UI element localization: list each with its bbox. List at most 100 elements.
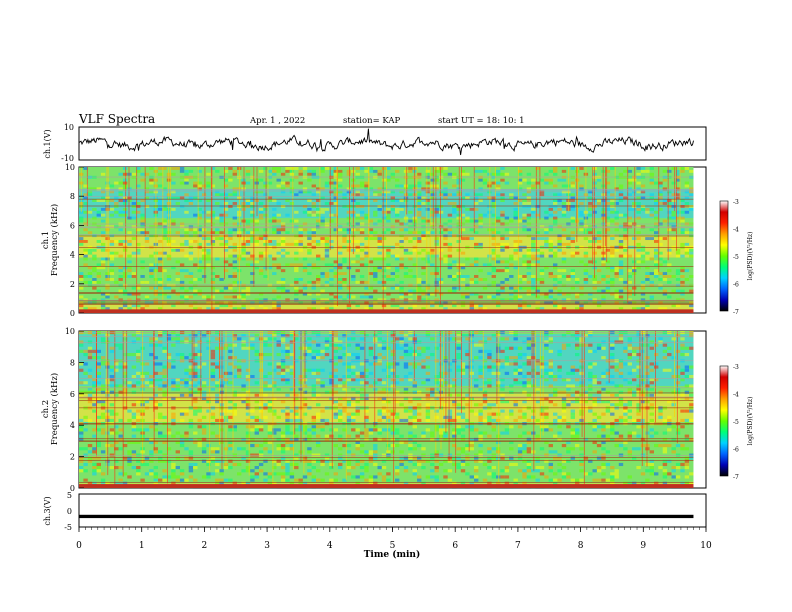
spectrogram-cell <box>294 393 299 397</box>
spectrogram-cell <box>412 390 417 394</box>
spectrogram-cell <box>460 169 466 173</box>
spectrogram-cell <box>158 384 163 388</box>
spectrogram-cell <box>276 340 281 344</box>
spectrogram-cell <box>276 447 281 451</box>
spectrogram-cell <box>474 263 479 267</box>
spectrogram-cell <box>324 343 330 347</box>
spectrogram-cell <box>561 459 567 463</box>
spectrogram-cell <box>289 172 295 176</box>
spectrogram-cell <box>632 266 637 270</box>
spectrogram-cell <box>671 275 676 278</box>
spectrogram-cell <box>618 337 624 341</box>
spectrogram-streak <box>382 167 384 311</box>
spectrogram-cell <box>158 199 163 203</box>
spectrogram-cell <box>618 415 624 419</box>
spectrogram-cell <box>232 283 237 287</box>
spectrogram-cell <box>193 362 198 366</box>
spectrogram-cell <box>92 472 97 476</box>
spectrogram-cell <box>201 184 207 188</box>
spectrogram-cell <box>254 349 259 353</box>
spectrogram-cell <box>245 400 251 404</box>
spectrogram-cell <box>570 254 575 258</box>
spectrogram-cell <box>544 428 549 432</box>
spectrogram-cell <box>496 216 501 220</box>
spectrogram-cell <box>149 178 154 182</box>
spectrogram-cell <box>680 469 685 473</box>
spectrogram-cell <box>482 307 488 311</box>
spectrogram-cell <box>592 425 597 429</box>
spectrogram-cell <box>491 172 496 176</box>
spectrogram-cell <box>575 437 580 441</box>
spectrogram-cell <box>215 469 220 473</box>
spectrogram-cell <box>241 346 246 350</box>
spectrogram-cell <box>557 280 562 284</box>
spectrogram-cell <box>96 187 101 191</box>
spectrogram-cell <box>346 368 352 372</box>
spectrogram-cell <box>667 353 672 357</box>
spectrogram-cell <box>640 337 646 341</box>
spectrogram-cell <box>667 280 672 284</box>
spectrogram-cell <box>395 213 400 217</box>
spectrogram-cell <box>197 307 202 311</box>
spectrogram-cell <box>215 362 220 366</box>
spectrogram-cell <box>474 260 479 264</box>
spectrogram-cell <box>114 447 119 451</box>
spectrogram-cell <box>118 365 123 369</box>
spectrogram-cell <box>364 469 369 473</box>
spectrogram-streak <box>336 167 338 241</box>
spectrogram-cell <box>399 199 404 203</box>
spectrogram-cell <box>136 428 141 432</box>
spectrogram-cell <box>359 216 365 220</box>
spectrogram-cell <box>342 237 347 241</box>
spectrogram-cell <box>557 199 562 203</box>
spectrogram-cell <box>96 356 101 360</box>
spectrogram-cell <box>671 437 676 441</box>
spectrogram-cell <box>627 169 632 173</box>
spectrogram-streak <box>634 167 636 296</box>
spectrogram-cell <box>623 248 628 252</box>
spectrogram-cell <box>588 205 593 208</box>
spectrogram-cell <box>596 289 602 293</box>
spectrogram-cell <box>443 469 448 473</box>
spectrogram-cell <box>522 275 527 278</box>
spectrogram-cell <box>632 447 637 451</box>
spectrogram-cell <box>105 237 110 241</box>
spectrogram-cell <box>166 362 172 366</box>
spectrogram-cell <box>92 434 97 438</box>
spectrogram-cell <box>381 269 387 273</box>
spectrogram-cell <box>158 307 163 311</box>
spectrogram-cell <box>228 283 233 287</box>
spectrogram-cell <box>570 400 575 404</box>
spectrogram-cell <box>500 400 505 404</box>
spectrogram-cell <box>658 237 663 241</box>
spectrogram-cell <box>513 356 518 360</box>
spectrogram-cell <box>127 418 132 423</box>
spectrogram-cell <box>614 292 619 296</box>
spectrogram-cell <box>601 447 606 451</box>
spectrogram-cell <box>140 280 145 284</box>
spectrogram-cell <box>434 169 439 173</box>
spectrogram-cell <box>109 269 115 273</box>
spectrogram-cell <box>539 280 545 284</box>
spectrogram-cell <box>522 213 527 217</box>
spectrogram-cell <box>575 378 580 382</box>
spectrogram-cell <box>443 301 448 305</box>
spectrogram-cell <box>83 210 88 214</box>
spectrogram-carrier-line <box>79 303 694 304</box>
spectrogram-cell <box>548 450 553 454</box>
spectrogram-cell <box>618 190 624 194</box>
spectrogram-cell <box>645 266 650 270</box>
spectrogram-cell <box>601 375 606 379</box>
spectrogram-cell <box>381 346 387 350</box>
spectrogram-cell <box>254 260 259 264</box>
spectrogram-cell <box>122 444 128 448</box>
spectrogram-cell <box>118 418 123 423</box>
spectrogram-cell <box>206 400 211 404</box>
spectrogram-cell <box>399 295 404 299</box>
spectrogram-cell <box>241 334 246 338</box>
spectrogram-cell <box>417 456 422 460</box>
spectrogram-cell <box>456 178 461 182</box>
spectrogram-cell <box>201 415 207 419</box>
spectrogram-cell <box>254 266 259 270</box>
spectrogram-cell <box>531 263 536 267</box>
